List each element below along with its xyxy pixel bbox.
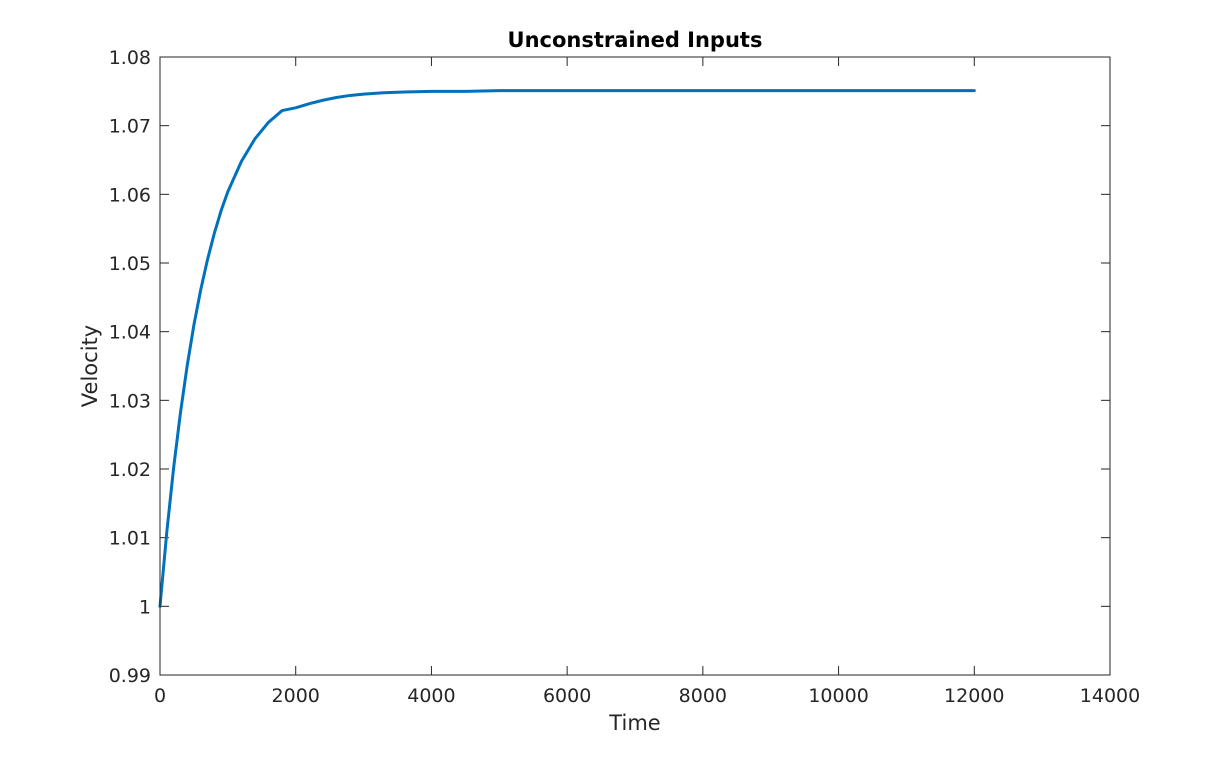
y-tick-label: 1.04 <box>109 322 151 344</box>
y-axis-label: Velocity <box>78 325 102 407</box>
axis-ticks: 0 2000 4000 6000 8000 10000 12000 14000 0.99 1 1.0… <box>109 47 1141 707</box>
plot-area <box>160 57 1110 675</box>
x-tick-label: 4000 <box>407 685 455 707</box>
y-tick-label: 1.07 <box>109 116 151 138</box>
series-line-velocity <box>158 89 976 608</box>
x-tick-label: 8000 <box>679 685 727 707</box>
y-tick-label: 0.99 <box>109 665 151 687</box>
y-tick-label: 1.01 <box>109 528 151 550</box>
y-tick-label: 1.03 <box>109 390 151 412</box>
y-tick-label: 1.08 <box>109 47 151 69</box>
y-tick-label: 1.06 <box>109 184 151 206</box>
x-tick-label: 12000 <box>944 685 1004 707</box>
y-tick-label: 1.05 <box>109 253 151 275</box>
y-tick-label: 1 <box>139 596 151 618</box>
x-tick-label: 6000 <box>543 685 591 707</box>
chart-title: Unconstrained Inputs <box>508 28 763 52</box>
x-axis-label: Time <box>608 711 660 735</box>
x-tick-label: 0 <box>154 685 166 707</box>
data-series <box>158 89 976 608</box>
axes-box <box>159 56 1111 676</box>
x-tick-label: 14000 <box>1080 685 1140 707</box>
y-tick-label: 1.02 <box>109 459 151 481</box>
x-tick-label: 2000 <box>272 685 320 707</box>
x-tick-label: 10000 <box>808 685 868 707</box>
